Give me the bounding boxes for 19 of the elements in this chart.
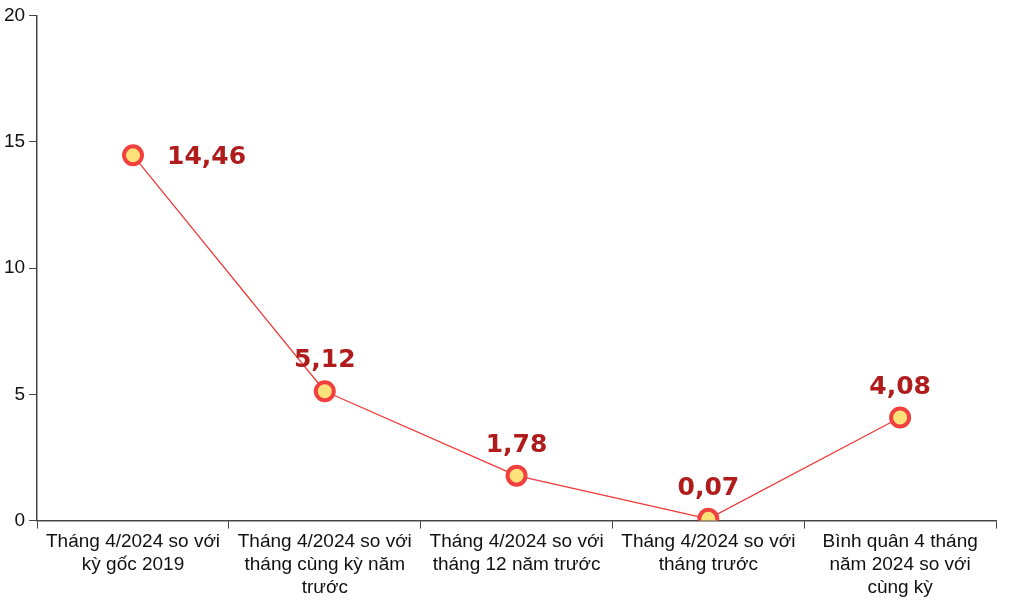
y-tick-label: 10: [3, 256, 26, 278]
y-tick-label: 5: [14, 382, 26, 404]
y-tick-label: 20: [3, 3, 26, 25]
data-label: 0,07: [677, 471, 740, 501]
data-label: 5,12: [293, 344, 356, 374]
y-tick-label: 0: [14, 508, 26, 530]
x-tick-label: Tháng 4/2024 so với kỳ gốc 2019: [45, 530, 221, 575]
x-tick-label: Tháng 4/2024 so với tháng trước: [621, 530, 796, 575]
point: [889, 406, 912, 429]
x-tick-label: Tháng 4/2024 so với tháng cùng kỳ năm trước: [237, 530, 412, 597]
point: [505, 464, 528, 487]
data-label: 1,78: [485, 428, 548, 458]
data-label: 4,08: [869, 370, 931, 400]
x-tick-label: Tháng 4/2024 so với tháng 12 năm trước: [429, 530, 604, 575]
data-label: 14,46: [167, 140, 247, 170]
x-tick-label: Bình quân 4 tháng năm 2024 so với cùng kỳ: [822, 530, 978, 597]
point: [122, 144, 145, 167]
point: [313, 380, 336, 403]
y-tick-label: 15: [3, 129, 26, 151]
